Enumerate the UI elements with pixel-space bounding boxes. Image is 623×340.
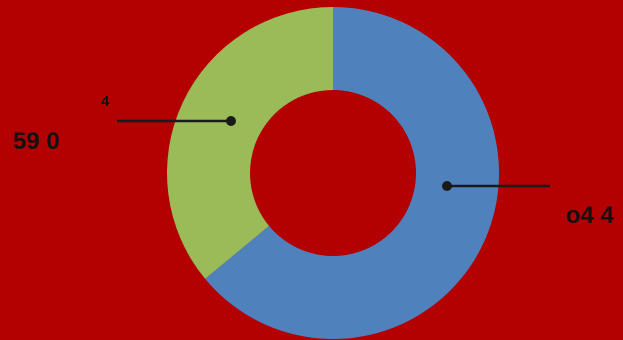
blue-slice-label: o4 4: [566, 202, 615, 229]
donut-slice-1: [205, 7, 499, 339]
small-data-label: 4: [101, 93, 110, 110]
green-slice-leader-dot: [226, 116, 236, 126]
green-slice-label: 59 0: [13, 128, 60, 155]
blue-slice-leader-dot: [442, 181, 452, 191]
donut-slice-2: [167, 6, 333, 279]
